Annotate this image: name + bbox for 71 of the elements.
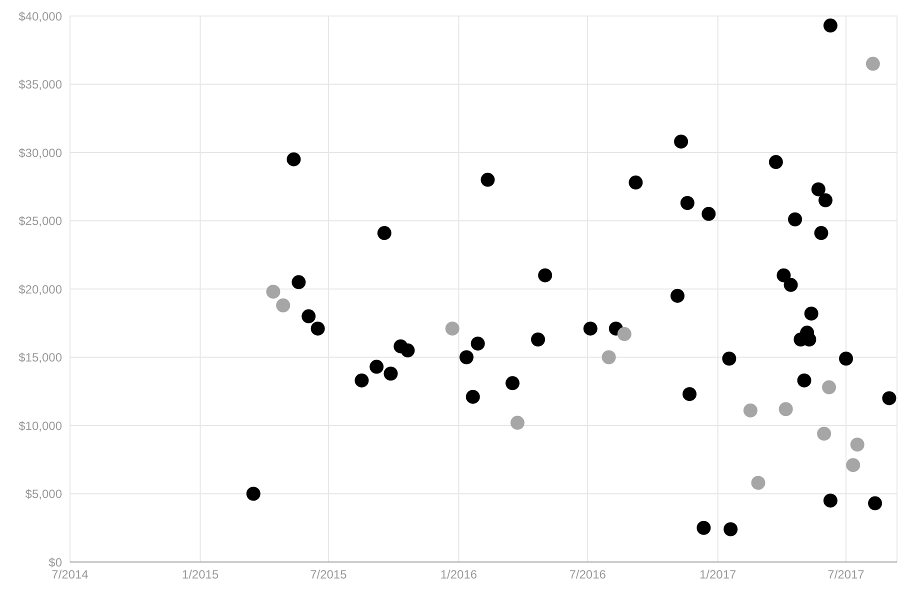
point <box>722 352 736 366</box>
point <box>506 376 520 390</box>
y-tick-label: $35,000 <box>18 78 62 92</box>
y-tick-label: $5,000 <box>25 487 62 502</box>
point <box>866 56 880 71</box>
point <box>628 176 643 190</box>
point <box>310 322 325 336</box>
point <box>682 387 697 402</box>
point <box>743 403 758 418</box>
x-tick-label: 1/2017 <box>700 568 737 582</box>
point <box>470 336 485 351</box>
point <box>531 332 546 347</box>
y-tick-label: $25,000 <box>18 214 62 228</box>
x-tick-label: 7/2016 <box>569 568 606 582</box>
point <box>823 494 838 508</box>
point <box>466 390 480 404</box>
point <box>680 196 694 210</box>
point <box>817 426 832 441</box>
point <box>377 226 392 240</box>
point <box>583 322 598 336</box>
point <box>797 373 812 388</box>
y-tick-label: $0 <box>48 555 62 570</box>
point <box>822 380 836 394</box>
point <box>784 278 798 292</box>
point <box>751 476 766 490</box>
y-tick-label: $10,000 <box>18 418 62 433</box>
point <box>850 438 864 452</box>
point <box>302 309 316 324</box>
point <box>811 182 826 196</box>
point <box>460 350 474 364</box>
point <box>768 155 783 170</box>
point <box>246 486 260 501</box>
point <box>617 327 632 342</box>
point <box>354 373 369 388</box>
y-tick-label: $20,000 <box>18 282 62 296</box>
point <box>724 522 738 536</box>
x-tick-label: 7/2017 <box>828 568 865 582</box>
point <box>292 275 306 290</box>
point <box>804 306 818 321</box>
point <box>818 193 832 208</box>
point <box>266 284 280 299</box>
point <box>538 268 552 282</box>
point <box>674 134 688 149</box>
point <box>823 18 838 33</box>
point <box>814 226 828 240</box>
point <box>370 360 384 374</box>
point <box>602 350 616 364</box>
point <box>702 206 716 221</box>
x-tick-label: 7/2015 <box>310 568 348 582</box>
point <box>445 322 460 336</box>
y-tick-label: $15,000 <box>18 350 62 365</box>
x-tick-label: 7/2014 <box>52 568 89 582</box>
y-tick-label: $40,000 <box>18 9 62 24</box>
point <box>384 366 398 381</box>
point <box>868 496 882 510</box>
point <box>510 416 524 430</box>
x-tick-label: 1/2015 <box>182 568 219 582</box>
point <box>839 352 854 366</box>
point <box>480 172 495 187</box>
point <box>670 288 685 303</box>
point <box>882 391 896 406</box>
point <box>286 152 301 166</box>
x-tick-label: 1/2016 <box>440 568 478 582</box>
y-tick-label: $30,000 <box>18 146 62 160</box>
point <box>776 268 791 282</box>
point <box>696 520 711 535</box>
point <box>788 212 802 226</box>
point <box>276 298 290 312</box>
point <box>400 343 415 358</box>
point <box>778 402 793 416</box>
point <box>846 458 860 472</box>
